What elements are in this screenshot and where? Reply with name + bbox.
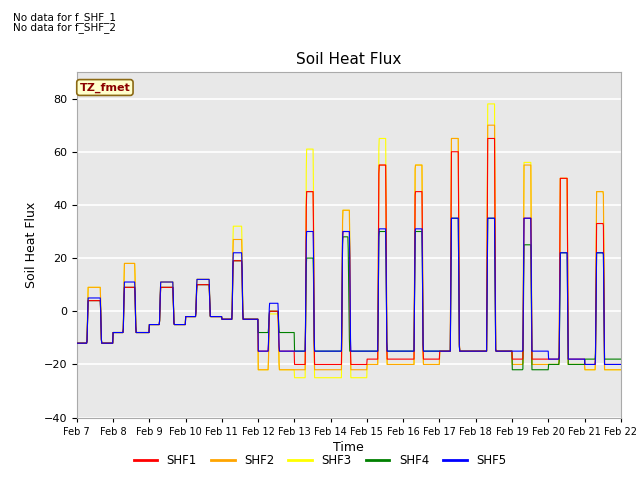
Text: No data for f_SHF_1: No data for f_SHF_1 (13, 12, 116, 23)
Text: No data for f_SHF_2: No data for f_SHF_2 (13, 22, 116, 33)
X-axis label: Time: Time (333, 441, 364, 454)
Title: Soil Heat Flux: Soil Heat Flux (296, 52, 401, 67)
Y-axis label: Soil Heat Flux: Soil Heat Flux (25, 202, 38, 288)
Legend: SHF1, SHF2, SHF3, SHF4, SHF5: SHF1, SHF2, SHF3, SHF4, SHF5 (129, 449, 511, 472)
Text: TZ_fmet: TZ_fmet (79, 83, 131, 93)
